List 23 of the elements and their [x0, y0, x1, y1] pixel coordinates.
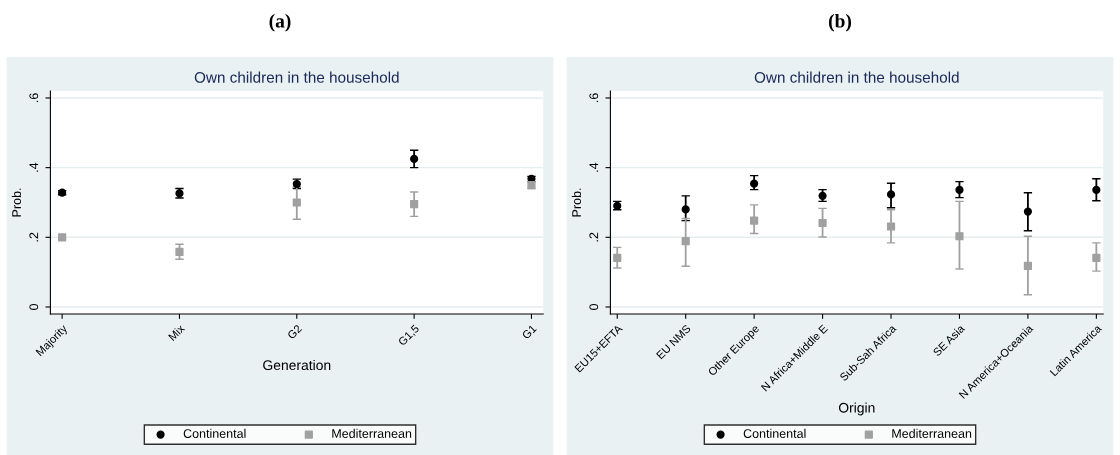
y-tick-label: .6 — [29, 93, 39, 103]
y-axis-title: Prob. — [571, 188, 581, 217]
legend-label: Mediterranean — [332, 428, 412, 438]
legend-label: Continental — [183, 428, 246, 438]
y-tick-label: .4 — [29, 162, 39, 172]
chart-title: Own children in the household — [754, 71, 959, 83]
text: (a) — [269, 13, 291, 32]
y-tick-label: .4 — [589, 162, 599, 172]
y-tick-label: .2 — [589, 232, 599, 242]
x-axis-title: Origin — [838, 402, 875, 416]
y-tick-label: .6 — [589, 93, 599, 103]
legend-label: Continental — [743, 428, 806, 438]
y-tick-label: .2 — [29, 232, 39, 242]
x-tick-label: Mix — [167, 323, 186, 341]
y-tick-label: 0 — [589, 304, 599, 310]
chart-title: Own children in the household — [194, 71, 399, 83]
x-tick-label: G1 — [521, 324, 537, 340]
text: (b) — [828, 13, 852, 32]
y-tick-label: 0 — [29, 304, 39, 310]
x-tick-label: G2 — [286, 324, 303, 340]
legend-label: Mediterranean — [892, 428, 972, 438]
x-axis-title: Generation — [263, 359, 331, 371]
y-axis-title: Prob. — [11, 188, 21, 217]
